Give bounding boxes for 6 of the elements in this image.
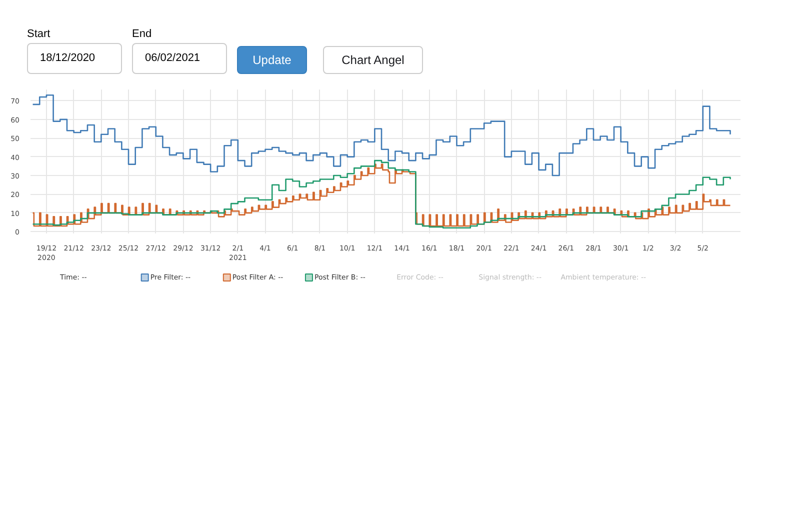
text: 18/12/2020: [27, 42, 122, 74]
text: End: [132, 27, 152, 42]
text: Start: [27, 27, 50, 42]
text: Update: [237, 46, 307, 74]
text: Chart Angel: [323, 46, 423, 74]
text: 06/02/2021: [132, 42, 227, 74]
